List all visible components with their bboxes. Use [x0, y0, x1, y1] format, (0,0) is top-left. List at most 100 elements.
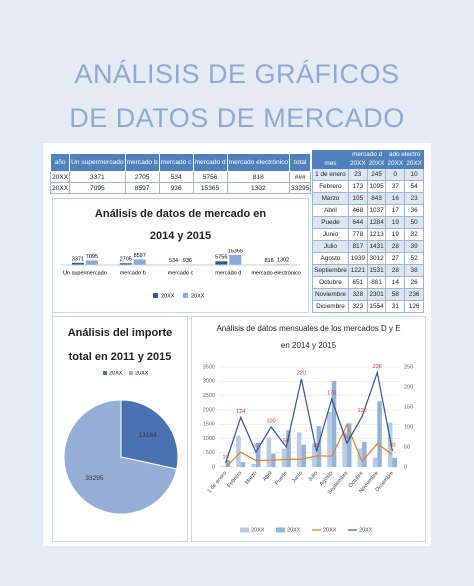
header-cell: año — [49, 153, 71, 172]
data-label: 818 — [265, 258, 274, 264]
cell: 644 — [347, 216, 368, 229]
bar — [229, 255, 242, 265]
legend-label: 20XX — [135, 371, 149, 376]
group-row: mercado d ado electró — [312, 150, 424, 159]
header-cell: mercado c — [158, 153, 194, 172]
row: Septiembre 1221 1531 28 38 — [312, 264, 424, 277]
x-tick-label: mercado electrónico — [251, 270, 301, 276]
y-tick-label: 3500 — [203, 364, 215, 370]
bar — [342, 432, 347, 467]
y-tick-label: 2000 — [203, 407, 215, 413]
bar — [119, 263, 132, 265]
cell: 1 de enero — [312, 168, 349, 181]
x-tick-label: Un supermercado — [63, 270, 107, 276]
bar — [221, 466, 226, 467]
cell: Noviembre — [312, 288, 349, 301]
cell: 23 — [404, 192, 424, 205]
y-tick-label: 0 — [212, 464, 215, 470]
header-cell: 20XX — [404, 158, 424, 169]
row: 20XX 3371 2705 534 5756 818 ### — [49, 171, 312, 183]
y2-tick-label: 50 — [404, 444, 410, 450]
data-label: 50 — [283, 438, 289, 444]
cell: 881 — [366, 276, 387, 289]
cell: 1095 — [366, 180, 387, 193]
bar — [327, 411, 332, 467]
cell: 0 — [385, 168, 406, 181]
legend-swatch — [103, 371, 107, 375]
cell: 126 — [404, 300, 424, 313]
legend-swatch — [276, 527, 285, 533]
cell: 8597 — [124, 182, 160, 194]
pie-slice — [63, 399, 178, 515]
data-label: 936 — [183, 258, 192, 264]
legend-label: 20XX — [323, 527, 337, 533]
y-tick-label: 1500 — [203, 422, 215, 428]
x-tick-label: Julio — [307, 470, 319, 483]
row: Junio 778 1213 19 32 — [312, 228, 424, 241]
row: Marzo 105 843 16 23 — [312, 192, 424, 205]
y2-tick-label: 0 — [404, 464, 407, 470]
cell: Junio — [312, 228, 349, 241]
bar — [266, 437, 272, 467]
legend-label: 20XX — [191, 293, 205, 299]
bar — [85, 260, 98, 265]
chart-title: Análisis de datos de mercado en 2014 y 2… — [94, 208, 267, 242]
x-tick-label: Junio — [291, 470, 304, 484]
row: Puede 644 1284 19 50 — [312, 216, 424, 229]
x-tick-label: Marzo — [244, 470, 258, 486]
cell: 20XX — [49, 182, 71, 194]
cell: 323 — [347, 300, 368, 313]
cell: 1554 — [366, 300, 387, 313]
cell: 2705 — [124, 171, 160, 183]
data-label: 170 — [327, 390, 336, 396]
bar — [281, 448, 287, 467]
header-cell: mes — [312, 158, 349, 169]
row: Julio 817 1431 28 39 — [312, 240, 424, 253]
group-cell: ado electró — [385, 150, 424, 159]
bar — [362, 441, 367, 467]
y2-tick-label: 250 — [404, 364, 413, 370]
cell: 19 — [385, 228, 406, 241]
cell: 818 — [226, 171, 291, 183]
cell: 1302 — [226, 182, 291, 194]
cell: 936 — [158, 182, 194, 194]
bar — [240, 462, 246, 467]
cell: 38 — [404, 264, 424, 277]
cell: 15365 — [192, 182, 228, 194]
legend-label: 20XX — [109, 371, 123, 376]
data-label: 60 — [344, 434, 350, 440]
cell: Marzo — [312, 192, 349, 205]
row: 20XX 7095 8597 936 15365 1302 33295 — [49, 182, 312, 194]
bar — [296, 432, 302, 467]
row: Abril 468 1037 17 36 — [312, 204, 424, 217]
data-label: 39 — [314, 443, 320, 449]
legend-label: 20XX — [251, 527, 265, 533]
y-tick-label: 2500 — [203, 393, 215, 399]
cell: 52 — [404, 252, 424, 265]
cell: 27 — [385, 252, 406, 265]
line — [225, 370, 394, 464]
header-cell: 20XX — [366, 158, 387, 169]
cell: 1213 — [366, 228, 387, 241]
data-label: 126 — [357, 408, 366, 414]
row: Diciembre 323 1554 31 126 — [312, 300, 424, 313]
cell: 2301 — [366, 288, 387, 301]
legend-swatch — [153, 293, 158, 298]
legend-label: 20XX — [161, 293, 175, 299]
header-cell: total — [289, 153, 312, 172]
cell: 245 — [366, 168, 387, 181]
cell: 3371 — [69, 171, 126, 183]
data-label: 100 — [266, 418, 275, 424]
header-cell: 20XX — [347, 158, 368, 169]
header-cell: Un supermercado — [69, 153, 126, 172]
bar-chart: Un supermercado 3371 7095 mercado b 27058597… — [61, 249, 301, 299]
bar — [357, 448, 363, 467]
bar — [331, 380, 337, 467]
monthly-table: mercado d ado electró mes 20XX 20XX 20XX 20XX 1… — [312, 150, 424, 313]
bar — [312, 443, 317, 467]
cell: 1431 — [366, 240, 387, 253]
cell: 32 — [404, 228, 424, 241]
data-label: 1302 — [277, 258, 289, 264]
bar — [71, 262, 84, 265]
